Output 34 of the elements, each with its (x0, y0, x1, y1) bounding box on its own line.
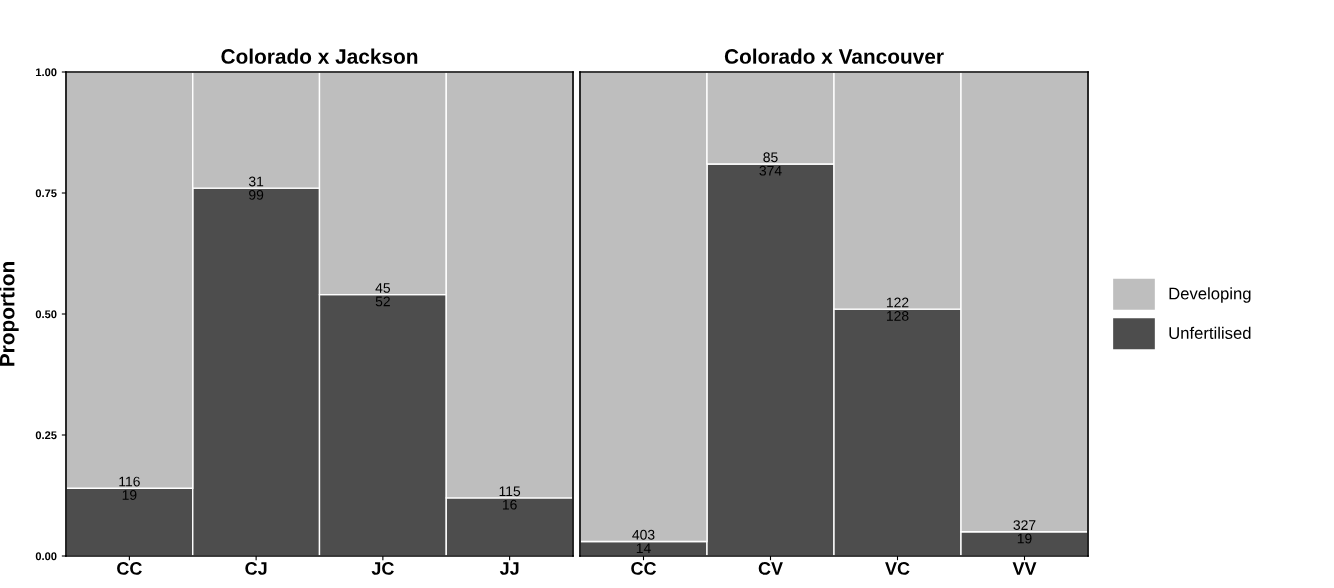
x-tick-label: JC (371, 562, 394, 575)
x-tick-label: VV (1012, 562, 1037, 575)
annotation: 122 (886, 297, 909, 308)
x-tick-label: VC (885, 562, 910, 575)
y-tick-label: 0.75 (35, 189, 57, 198)
text: Developing (1169, 287, 1251, 303)
annotation: 14 (636, 543, 651, 553)
x-tick-label: CV (758, 562, 783, 575)
y-axis-title: Proportion (0, 262, 19, 366)
annotation: 16 (502, 499, 517, 510)
y-tick-label: 1.00 (36, 68, 57, 77)
x-tick-label: CC (631, 562, 657, 575)
x-tick-label: CC (117, 562, 142, 575)
annotation: 99 (249, 189, 264, 200)
annotation: 403 (632, 529, 655, 540)
annotation: 19 (1017, 533, 1032, 544)
annotation: 327 (1013, 520, 1036, 531)
annotation: 115 (499, 486, 521, 497)
y-tick-label: 0.50 (35, 310, 57, 319)
annotation: 45 (375, 283, 391, 293)
x-tick-label: JJ (499, 562, 519, 575)
y-tick-label: 0.25 (35, 431, 57, 440)
annotation: 116 (119, 476, 140, 487)
y-tick-label: 0.00 (35, 552, 57, 561)
chart-title: Colorado x Jackson (221, 48, 418, 64)
chart-title: Colorado x Vancouver (724, 48, 944, 64)
annotation: 19 (122, 490, 137, 500)
annotation: 374 (759, 165, 782, 176)
annotation: 128 (886, 310, 909, 321)
annotation: 85 (763, 152, 778, 163)
legend-label: Unfertilised (1169, 326, 1251, 339)
annotation: 31 (248, 176, 264, 187)
x-tick-label: CJ (245, 562, 267, 575)
annotation: 52 (375, 296, 390, 307)
